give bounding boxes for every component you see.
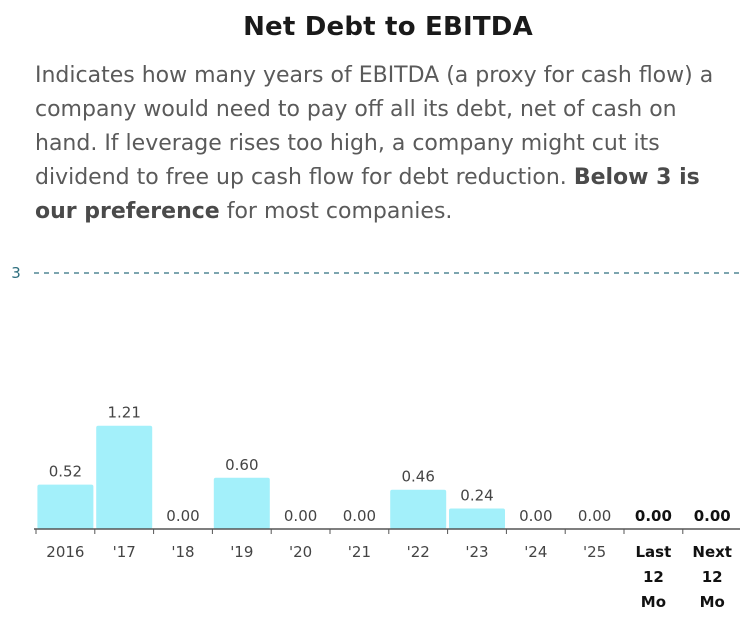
description-tail: for most companies. <box>226 199 453 224</box>
x-tick-label: Last 12 Mo <box>636 543 672 611</box>
bar-value-label: 0.52 <box>49 463 82 481</box>
chart-description: Indicates how many years of EBITDA (a pr… <box>35 59 735 229</box>
x-tick-label: '17 <box>113 543 136 561</box>
x-tick-label: '22 <box>407 543 430 561</box>
chart-title: Net Debt to EBITDA <box>243 12 533 42</box>
x-tick-label: 2016 <box>46 543 84 561</box>
reference-line-label: 3 <box>11 264 21 282</box>
bar-value-label: 0.00 <box>519 507 552 525</box>
x-tick-label: '20 <box>289 543 312 561</box>
bar <box>96 425 153 529</box>
bar <box>390 489 447 529</box>
description-text: Indicates how many years of EBITDA (a pr… <box>35 63 714 190</box>
x-tick-label: '19 <box>230 543 253 561</box>
bar <box>449 508 505 529</box>
bar <box>37 484 94 529</box>
bar-value-label: 0.00 <box>635 507 672 525</box>
x-tick-label: '21 <box>348 543 371 561</box>
bar-value-label: 0.60 <box>225 456 258 474</box>
bar <box>213 477 270 529</box>
x-tick-label: '24 <box>524 543 547 561</box>
description-bold: Below 3 is our preference <box>35 165 700 224</box>
bar-value-label: 0.46 <box>401 468 434 486</box>
bar-value-label: 0.24 <box>460 487 493 505</box>
x-tick-label: '18 <box>171 543 194 561</box>
x-tick-label: '23 <box>465 543 488 561</box>
x-tick-label: '25 <box>583 543 606 561</box>
bar-value-label: 0.00 <box>166 507 199 525</box>
bar-value-label: 0.00 <box>284 507 317 525</box>
bar-value-label: 1.21 <box>107 404 140 422</box>
x-tick-label: Next 12 Mo <box>692 543 732 611</box>
bar-value-label: 0.00 <box>578 507 611 525</box>
bar-value-label: 0.00 <box>694 507 731 525</box>
bar-value-label: 0.00 <box>343 507 376 525</box>
